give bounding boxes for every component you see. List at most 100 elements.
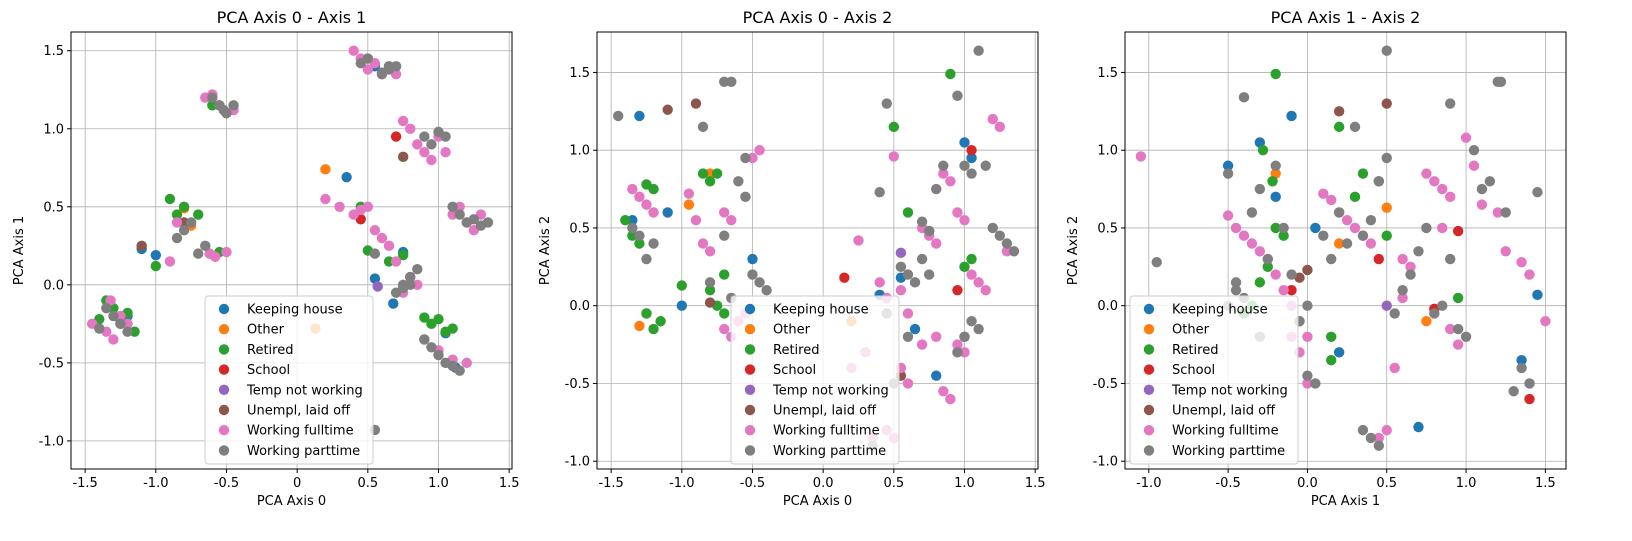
legend-entry: Temp not working: [1171, 383, 1288, 398]
point-retired: [888, 121, 900, 133]
point-retired: [902, 207, 914, 218]
point-retired: [1254, 277, 1266, 288]
point-keeping-house: [966, 152, 977, 164]
point-working-fulltime: [105, 295, 116, 306]
point-working-parttime: [454, 365, 465, 376]
point-temp-not-working: [372, 281, 383, 292]
point-working-parttime: [1413, 246, 1424, 257]
point-working-parttime: [468, 214, 480, 225]
legend-entry: Other: [773, 323, 811, 338]
point-other: [683, 199, 695, 210]
point-working-fulltime: [959, 214, 970, 226]
point-working-fulltime: [419, 146, 430, 158]
point-working-fulltime: [697, 238, 709, 249]
y-axis-label: PCA Axis 2: [538, 216, 553, 285]
y-tick-label: -1.0: [565, 455, 590, 470]
point-working-parttime: [754, 277, 765, 288]
point-working-parttime: [1254, 183, 1266, 195]
point-working-parttime: [959, 331, 970, 343]
point-working-fulltime: [641, 199, 652, 210]
point-working-fulltime: [376, 232, 388, 244]
point-working-fulltime: [108, 334, 119, 345]
point-working-fulltime: [426, 154, 437, 166]
x-tick-label: 1.5: [499, 476, 520, 491]
point-working-fulltime: [1437, 222, 1448, 234]
point-retired: [150, 260, 162, 272]
axes-frame: [1124, 31, 1567, 470]
point-working-fulltime: [348, 45, 359, 56]
point-retired: [433, 313, 444, 325]
y-tick-label: -0.5: [565, 377, 590, 392]
point-working-parttime: [1421, 222, 1432, 234]
point-working-parttime: [200, 240, 211, 252]
x-tick-label: -1.5: [598, 476, 623, 491]
point-working-fulltime: [1389, 362, 1400, 374]
point-working-parttime: [902, 269, 914, 280]
point-working-fulltime: [1405, 261, 1416, 273]
point-retired: [620, 214, 631, 226]
legend-marker: [218, 364, 230, 375]
point-working-fulltime: [1270, 269, 1281, 280]
point-working-parttime: [952, 347, 963, 358]
point-working-fulltime: [405, 123, 416, 134]
point-working-parttime: [1373, 440, 1385, 451]
point-working-parttime: [1230, 277, 1242, 288]
x-tick-label: 0: [293, 476, 301, 491]
point-retired: [1357, 168, 1369, 179]
legend: Keeping house Other Retired School Temp not …: [1129, 295, 1299, 465]
legend-marker: [744, 404, 756, 416]
point-unempl-laid-off: [704, 297, 716, 308]
y-tick-label: 0.5: [1097, 221, 1118, 236]
point-working-parttime: [895, 261, 907, 273]
point-working-parttime: [122, 326, 133, 337]
point-working-parttime: [207, 92, 218, 103]
point-working-parttime: [909, 277, 921, 288]
point-working-parttime: [433, 349, 444, 361]
point-keeping-house: [747, 253, 758, 265]
point-retired: [704, 284, 716, 296]
point-keeping-house: [931, 370, 942, 381]
point-working-fulltime: [390, 256, 402, 267]
point-working-fulltime: [627, 183, 638, 195]
point-working-fulltime: [1318, 188, 1329, 199]
point-working-parttime: [1008, 246, 1020, 257]
point-working-parttime: [1524, 378, 1535, 389]
legend-entry: Working parttime: [1172, 444, 1285, 459]
point-keeping-house: [662, 207, 673, 218]
point-working-fulltime: [1381, 424, 1392, 436]
point-working-parttime: [761, 284, 772, 296]
point-working-parttime: [923, 269, 935, 280]
point-working-parttime: [193, 248, 204, 259]
point-working-fulltime: [1135, 151, 1147, 162]
chart-title: PCA Axis 0 - Axis 2: [743, 8, 893, 27]
point-retired: [704, 176, 716, 187]
point-working-parttime: [419, 334, 430, 345]
point-working-parttime: [931, 183, 942, 195]
point-working-fulltime: [1444, 191, 1456, 203]
x-tick-label: -0.5: [1215, 476, 1240, 491]
point-retired: [959, 261, 970, 273]
point-working-parttime: [1444, 98, 1456, 109]
point-working-parttime: [994, 230, 1006, 241]
point-working-parttime: [916, 253, 928, 265]
point-other: [1270, 168, 1281, 179]
point-working-fulltime: [966, 269, 977, 280]
point-other: [1333, 238, 1345, 249]
point-working-fulltime: [1452, 339, 1464, 350]
point-retired: [447, 323, 458, 334]
point-working-fulltime: [320, 193, 331, 205]
point-working-fulltime: [726, 214, 737, 226]
point-working-parttime: [726, 76, 737, 87]
point-keeping-house: [959, 137, 970, 148]
legend-marker: [1143, 344, 1155, 355]
point-working-fulltime: [1373, 432, 1385, 444]
point-working-parttime: [426, 139, 437, 150]
point-working-fulltime: [704, 246, 716, 257]
point-working-parttime: [641, 253, 652, 265]
point-working-fulltime: [945, 176, 956, 187]
point-working-fulltime: [648, 207, 659, 218]
point-working-fulltime: [383, 240, 395, 252]
legend-entry: Other: [1172, 323, 1210, 338]
point-working-parttime: [973, 45, 984, 56]
chart-title: PCA Axis 1 - Axis 2: [1271, 8, 1421, 27]
